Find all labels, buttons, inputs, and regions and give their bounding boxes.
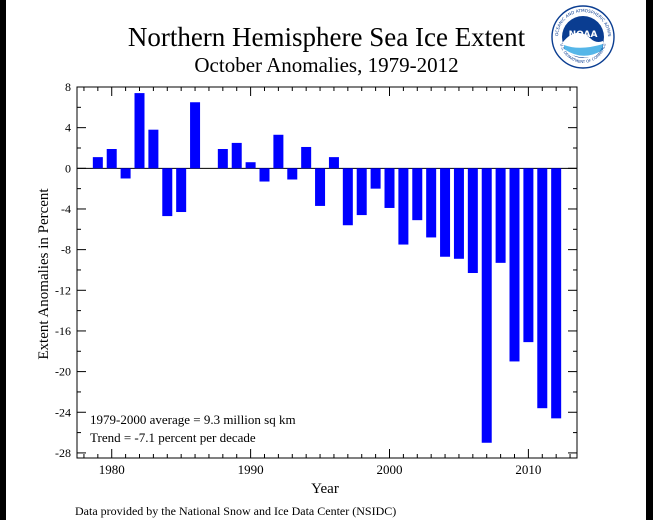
y-tick-label: -16 (55, 324, 71, 338)
bar-1985 (176, 168, 187, 213)
bar-1980 (106, 149, 117, 169)
bar-2006 (467, 168, 478, 274)
bar-2002 (412, 168, 423, 221)
bar-2011 (537, 168, 548, 409)
noaa-logo-icon: NATIONAL OCEANIC AND ATMOSPHERIC ADMINIS… (550, 4, 615, 69)
bars (92, 93, 562, 443)
logo-text: NOAA (569, 30, 598, 40)
y-tick-label: -4 (61, 202, 71, 216)
bar-1983 (148, 129, 159, 169)
y-tick-label: -20 (55, 365, 71, 379)
x-tick-label: 1980 (99, 462, 125, 477)
y-axis-label: Extent Anomalies in Percent (36, 188, 52, 360)
bar-2001 (398, 168, 409, 245)
average-annotation: 1979-2000 average = 9.3 million sq km (90, 412, 296, 427)
y-tick-label: -24 (55, 405, 71, 419)
x-tick-label: 1990 (238, 462, 264, 477)
y-tick-label: 4 (65, 121, 71, 135)
bar-1981 (120, 168, 131, 179)
bar-1988 (217, 149, 228, 169)
bar-2005 (453, 168, 464, 259)
bar-2007 (481, 168, 492, 443)
bar-2003 (426, 168, 437, 238)
bar-2012 (551, 168, 562, 419)
trend-annotation: Trend = -7.1 percent per decade (90, 430, 256, 445)
bar-2008 (495, 168, 506, 263)
y-tick-labels: 8 4 0 -4 -8 -12 -16 -20 -24 -28 (55, 80, 71, 460)
bar-1979 (92, 157, 103, 169)
bar-2000 (384, 168, 395, 208)
y-tick-label: 8 (65, 80, 71, 94)
bar-2009 (509, 168, 520, 362)
x-tick-labels: 1980 1990 2000 2010 (99, 462, 542, 477)
bar-1992 (273, 134, 284, 169)
bar-1982 (134, 93, 145, 169)
bar-1990 (245, 162, 256, 169)
data-source-footer: Data provided by the National Snow and I… (75, 504, 397, 518)
y-tick-label: -28 (55, 446, 71, 460)
bar-2004 (440, 168, 451, 257)
bar-1993 (287, 168, 298, 180)
bar-1995 (315, 168, 326, 206)
bar-1986 (190, 102, 201, 169)
x-tick-label: 2010 (515, 462, 541, 477)
bar-1994 (301, 146, 312, 169)
x-tick-label: 2000 (377, 462, 403, 477)
bar-1996 (328, 157, 339, 169)
chart-subtitle: October Anomalies, 1979-2012 (194, 53, 459, 77)
y-tick-label: -12 (55, 283, 71, 297)
bar-1998 (356, 168, 367, 216)
y-tick-label: -8 (61, 243, 71, 257)
bar-1984 (162, 168, 173, 217)
axis-ticks (77, 86, 577, 458)
plot-frame (76, 86, 578, 459)
y-tick-label: 0 (65, 161, 71, 175)
bar-1991 (259, 168, 270, 182)
logo-wave (564, 44, 603, 56)
bar-2010 (523, 168, 534, 343)
bar-1989 (231, 142, 242, 169)
bar-1997 (342, 168, 353, 226)
chart-title: Northern Hemisphere Sea Ice Extent (127, 22, 526, 52)
bar-1999 (370, 168, 381, 189)
x-axis-label: Year (311, 481, 339, 497)
